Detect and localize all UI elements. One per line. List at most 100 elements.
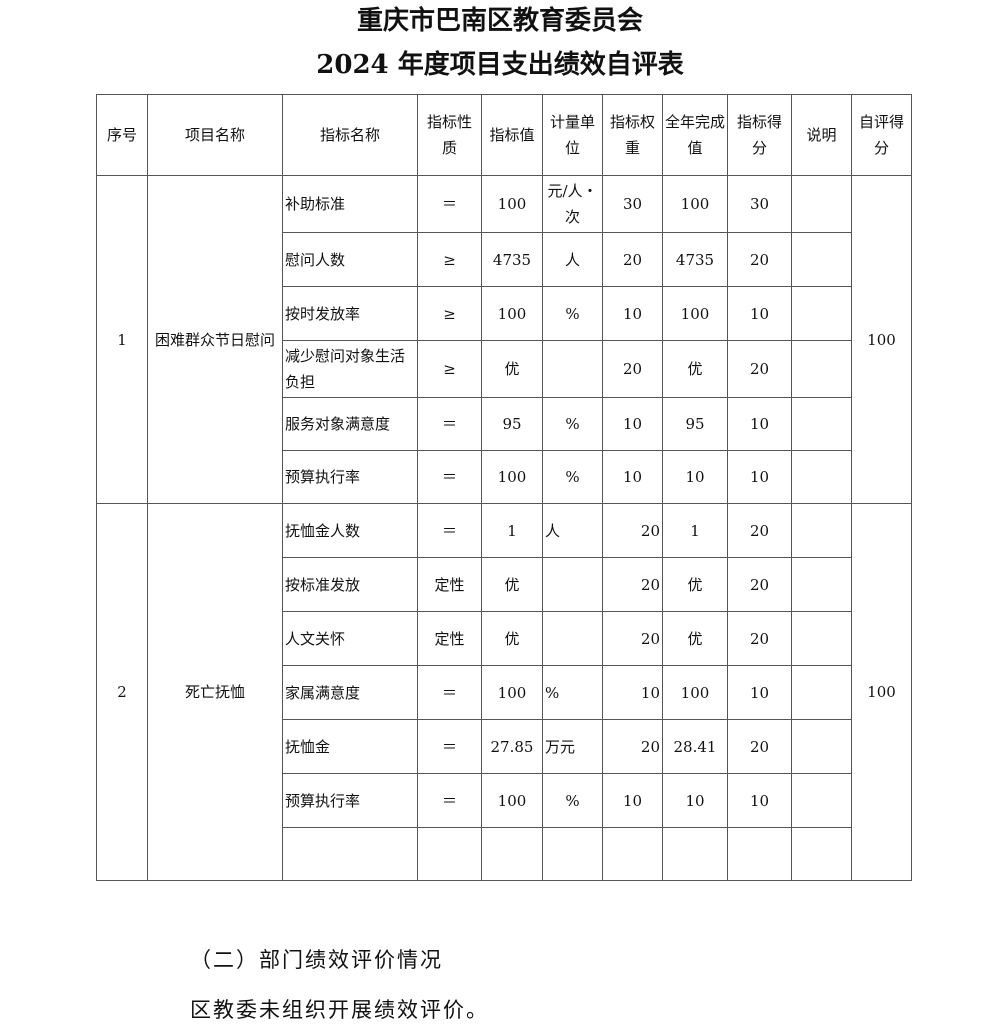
actual-value: 100 [662,286,728,341]
indicator-name: 预算执行率 [282,450,418,504]
section-text: 区教委未组织开展绩效评价。 [190,998,489,1022]
indicator-nature: ＝ [417,175,482,233]
unit: % [542,286,603,341]
column-header: 全年完成值 [662,94,728,176]
column-header: 指标名称 [282,94,418,176]
indicator-nature: ≥ [417,232,482,287]
weight: 10 [602,450,663,504]
unit: % [542,450,603,504]
note [791,557,852,612]
table-row: 预算执行率＝ 100% 10 10 10 [97,450,912,504]
indicator-name [282,827,418,881]
indicator-value: 优 [481,611,543,666]
actual-value: 优 [662,340,728,398]
note [791,665,852,720]
table-row: 家属满意度＝ 100% 10 100 10 [97,665,912,720]
unit [542,827,603,881]
indicator-score: 20 [727,719,792,774]
actual-value: 100 [662,665,728,720]
note [791,340,852,398]
actual-value: 优 [662,611,728,666]
table-row: 1 困难群众节日慰问 补助标准＝ 100 元/人・次 30 100 30 100 [96,175,912,504]
note [791,397,852,451]
weight: 20 [602,719,663,774]
table-row: 减少慰问对象生活负担 ≥ 优 20 优 20 [97,340,912,398]
indicator-value: 1 [481,503,543,558]
column-header: 指标权重 [602,94,663,176]
table-row: 2 死亡抚恤 抚恤金人数＝ 1 人 20 1 20 100 [96,503,912,881]
section-heading: （二）部门绩效评价情况 [190,948,443,972]
weight: 20 [602,340,663,398]
indicator-name: 抚恤金 [282,719,418,774]
document-subtitle: 2024 年度项目支出绩效自评表 [316,50,684,80]
table-row: 服务对象满意度＝ 95% 10 95 10 [97,397,912,451]
indicator-nature [417,827,482,881]
actual-value: 1 [662,503,728,558]
self-score: 100 [851,175,912,504]
note [791,503,852,558]
table-row: 按时发放率 ≥100% 10 100 10 [97,286,912,341]
indicator-score: 10 [727,450,792,504]
indicator-value: 100 [481,286,543,341]
column-header: 指标性质 [417,94,482,176]
indicator-score [727,827,792,881]
project-number: 1 [96,175,148,504]
weight: 10 [602,773,663,828]
actual-value: 10 [662,773,728,828]
actual-value [662,827,728,881]
actual-value: 4735 [662,232,728,287]
indicator-value [481,827,543,881]
indicator-score: 10 [727,773,792,828]
table-header-row: 序号 项目名称 指标名称 指标性质 指标值 计量单位 指标权重 全年完成值 指标得分 说明 自评得分 [96,94,912,176]
unit [542,340,603,398]
indicator-name: 抚恤金人数 [282,503,418,558]
note [791,286,852,341]
table-row: 按标准发放 定性优 20 优 20 [97,557,912,612]
column-header: 指标得分 [727,94,792,176]
table-row: 抚恤金＝ 27.85 万元 20 28.41 20 [97,719,912,774]
project-name: 困难群众节日慰问 [147,175,283,504]
indicator-score: 10 [727,397,792,451]
indicator-score: 20 [727,557,792,612]
weight: 30 [602,175,663,233]
unit [542,557,603,612]
column-header: 序号 [96,94,148,176]
unit: 元/人・次 [542,175,603,233]
indicator-score: 10 [727,665,792,720]
indicator-score: 30 [727,175,792,233]
indicator-value: 优 [481,557,543,612]
weight: 10 [602,665,663,720]
indicator-nature: ≥ [417,286,482,341]
indicator-name: 按时发放率 [282,286,418,341]
indicator-value: 27.85 [481,719,543,774]
table-row [97,827,912,881]
actual-value: 优 [662,557,728,612]
indicator-score: 20 [727,611,792,666]
indicator-nature: 定性 [417,557,482,612]
actual-value: 95 [662,397,728,451]
document-title: 重庆市巴南区教育委员会 [356,6,643,36]
indicator-value: 100 [481,450,543,504]
table-row: 预算执行率＝ 100% 10 10 10 [97,773,912,828]
weight: 20 [602,503,663,558]
indicator-name: 补助标准 [282,175,418,233]
table-row: 慰问人数 ≥4735 人 20 4735 20 [97,232,912,287]
indicator-name: 慰问人数 [282,232,418,287]
actual-value: 28.41 [662,719,728,774]
indicator-score: 20 [727,503,792,558]
indicator-name: 人文关怀 [282,611,418,666]
unit: % [542,773,603,828]
column-header: 自评得分 [851,94,912,176]
unit: 万元 [542,719,603,774]
indicator-score: 20 [727,232,792,287]
note [791,611,852,666]
indicator-nature: ＝ [417,719,482,774]
indicator-value: 100 [481,665,543,720]
performance-table: 序号 项目名称 指标名称 指标性质 指标值 计量单位 指标权重 全年完成值 指标得分 说明 自评得分… [96,94,912,881]
indicator-name: 服务对象满意度 [282,397,418,451]
column-header: 指标值 [481,94,543,176]
indicator-nature: ≥ [417,340,482,398]
indicator-nature: ＝ [417,503,482,558]
indicator-value: 100 [481,175,543,233]
indicator-nature: ＝ [417,397,482,451]
